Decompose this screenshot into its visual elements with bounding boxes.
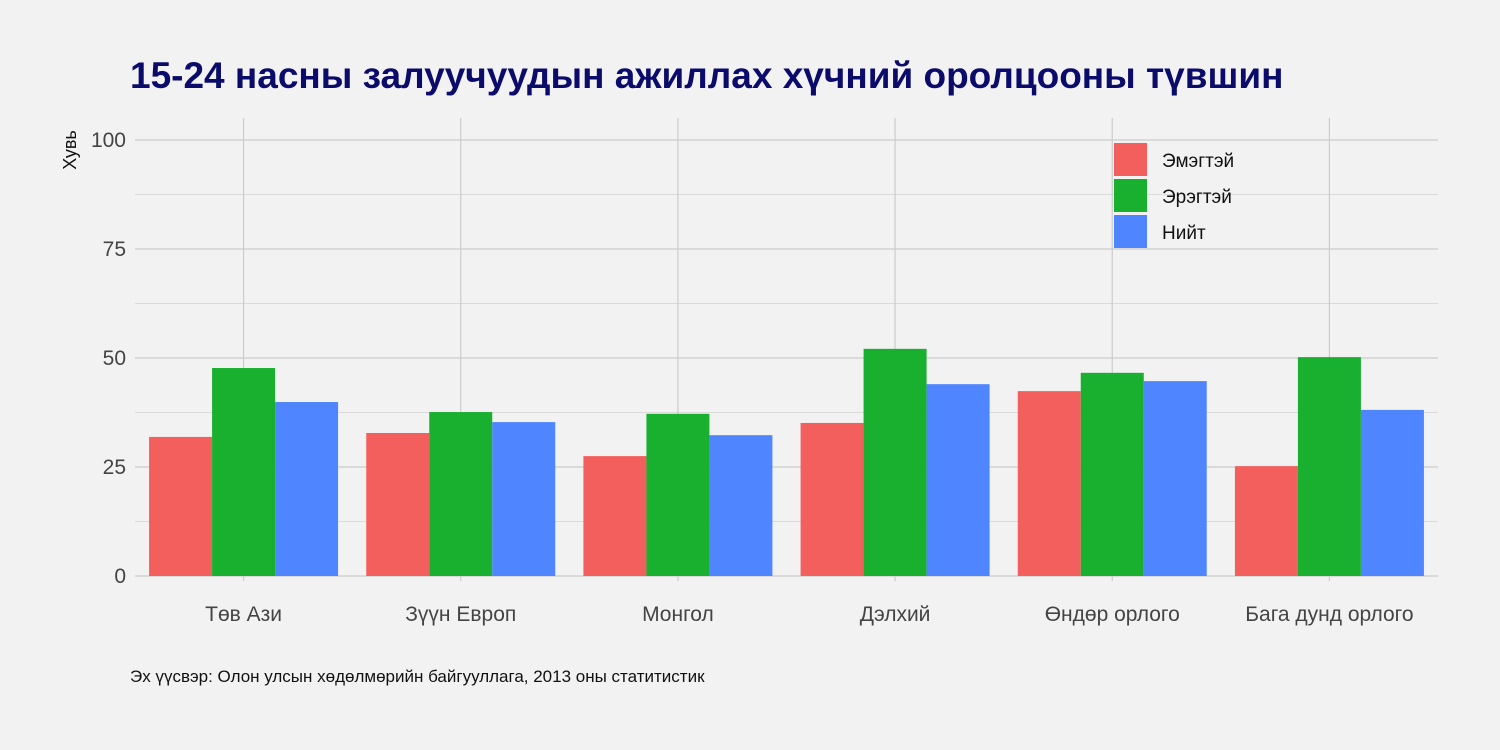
x-tick-label: Зүүн Европ	[405, 603, 516, 626]
bar-1-3	[583, 456, 647, 576]
y-axis-label: Хувь	[60, 130, 80, 170]
bar-2-1	[212, 368, 276, 576]
bar-3-5	[1143, 381, 1207, 576]
y-tick-label: 0	[114, 565, 126, 588]
bar-3-1	[275, 402, 339, 576]
bar-2-6	[1297, 357, 1361, 576]
y-tick-label: 75	[103, 238, 126, 261]
bar-1-5	[1017, 391, 1081, 576]
bar-2-2	[429, 412, 493, 576]
y-tick-label: 100	[91, 129, 126, 152]
bar-2-4	[863, 348, 927, 576]
bar-3-3	[709, 435, 773, 576]
x-tick-label: Өндөр орлого	[1045, 603, 1180, 626]
legend-swatch	[1114, 179, 1147, 212]
legend-label: Нийт	[1162, 223, 1206, 244]
bar-1-6	[1234, 466, 1298, 576]
x-tick-label: Төв Ази	[205, 603, 282, 626]
x-tick-label: Монгол	[642, 603, 714, 626]
bar-1-2	[366, 432, 430, 576]
legend-swatch	[1114, 143, 1147, 176]
bar-3-6	[1360, 409, 1424, 576]
bar-1-1	[149, 436, 213, 576]
x-tick-label: Дэлхий	[860, 603, 931, 626]
bar-3-2	[492, 422, 556, 576]
y-tick-label: 25	[103, 456, 126, 479]
bar-1-4	[800, 422, 864, 576]
chart-title: 15-24 насны залуучуудын ажиллах хүчний о…	[130, 55, 1284, 96]
y-tick-label: 50	[103, 347, 126, 370]
legend-swatch	[1114, 215, 1147, 248]
bar-2-3	[646, 413, 710, 576]
bar-2-5	[1080, 372, 1144, 576]
legend-label: Эрэгтэй	[1162, 187, 1232, 208]
x-tick-label: Бага дунд орлого	[1245, 603, 1413, 626]
chart-caption: Эх үүсвэр: Олон улсын хөдөлмөрийн байгуу…	[130, 667, 705, 686]
legend-label: Эмэгтэй	[1162, 151, 1234, 172]
bar-3-4	[926, 384, 990, 576]
